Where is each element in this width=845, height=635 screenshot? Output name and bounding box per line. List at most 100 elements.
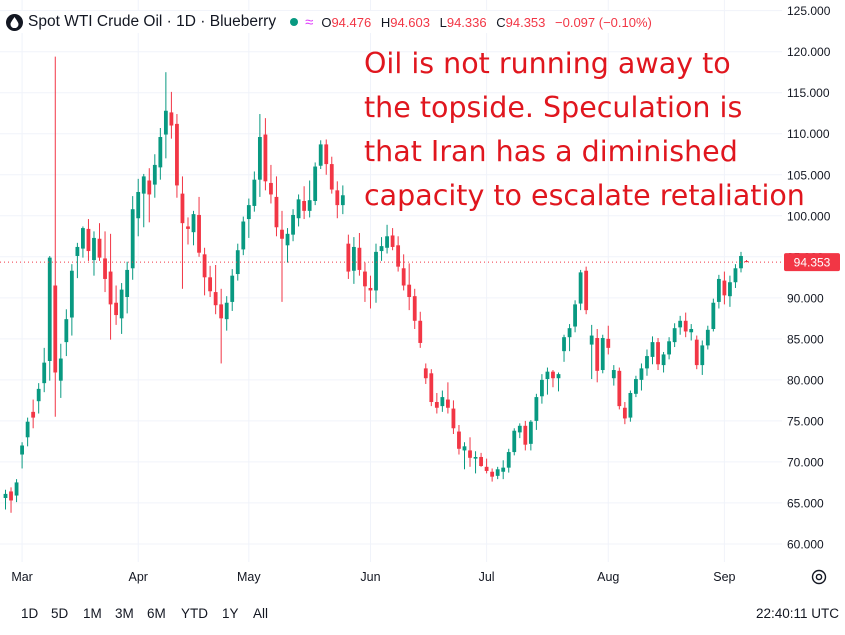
utc-clock[interactable]: 22:40:11 UTC xyxy=(755,606,839,621)
candle-body xyxy=(335,190,340,206)
candle-body xyxy=(318,144,323,166)
wave-icon: ≈ xyxy=(305,13,314,31)
candle-body xyxy=(58,358,63,381)
candle-body xyxy=(678,320,683,328)
candle-body xyxy=(219,304,224,319)
candle-body xyxy=(368,287,373,291)
candle-body xyxy=(152,164,157,185)
settings-icon[interactable] xyxy=(810,568,828,586)
candle-body xyxy=(224,302,229,320)
candle-body xyxy=(622,407,627,419)
candle-body xyxy=(401,268,406,286)
candle-body xyxy=(540,379,544,397)
candle-body xyxy=(562,337,566,352)
candle-body xyxy=(208,277,213,292)
candle-body xyxy=(744,261,749,263)
candle-body xyxy=(246,205,251,220)
chart-annotation: Oil is not running away to the topside. … xyxy=(364,42,824,218)
candle-body xyxy=(230,275,235,302)
candle-body xyxy=(716,278,721,302)
candle-body xyxy=(97,238,102,258)
y-tick-label: 110.000 xyxy=(787,127,830,141)
candle-body xyxy=(280,229,284,239)
y-tick-label: 70.000 xyxy=(787,455,824,469)
range-button-all[interactable]: All xyxy=(253,606,269,621)
candle-body xyxy=(313,166,318,202)
open-label: O xyxy=(321,14,332,30)
candle-body xyxy=(291,214,295,235)
candle-body xyxy=(645,356,649,369)
candle-body xyxy=(186,226,190,229)
candle-body xyxy=(440,397,445,407)
candle-body xyxy=(47,257,52,361)
candle-body xyxy=(158,137,163,168)
x-tick-label: Jul xyxy=(479,570,495,584)
candle-body xyxy=(274,196,279,228)
candle-body xyxy=(125,269,130,297)
candle-body xyxy=(324,144,329,165)
candle-body xyxy=(672,328,677,343)
candle-body xyxy=(241,221,246,250)
candle-body xyxy=(252,179,257,206)
candle-body xyxy=(42,362,47,384)
candle-body xyxy=(329,164,334,190)
close-label: C xyxy=(496,14,506,30)
high-label: H xyxy=(380,14,391,30)
candle-body xyxy=(656,342,660,365)
range-button-6m[interactable]: 6M xyxy=(147,606,166,621)
candle-body xyxy=(683,320,688,332)
range-button-3m[interactable]: 3M xyxy=(115,606,134,621)
price-chart[interactable]: 125.000 120.000 115.000 110.000 105.000 100.0… xyxy=(0,0,845,597)
range-button-5d[interactable]: 5D xyxy=(51,606,69,621)
annotation-line: Oil is not running away to xyxy=(364,47,731,80)
candle-body xyxy=(468,450,472,458)
candle-body xyxy=(175,123,179,186)
candle-body xyxy=(479,456,483,467)
candle-body xyxy=(661,354,666,366)
candle-body xyxy=(307,200,312,211)
range-button-1d[interactable]: 1D xyxy=(21,606,39,621)
candle-body xyxy=(340,195,345,206)
candle-body xyxy=(700,345,705,366)
candle-body xyxy=(75,246,80,256)
candle-body xyxy=(374,251,378,291)
y-tick-label: 60.000 xyxy=(787,537,824,551)
candle-body xyxy=(69,270,74,318)
range-button-ytd[interactable]: YTD xyxy=(181,606,208,621)
candle-body xyxy=(551,371,555,379)
candle-body xyxy=(534,397,539,421)
y-tick-label: 85.000 xyxy=(787,332,824,346)
low-label: L xyxy=(439,14,447,30)
candle-body xyxy=(484,466,489,471)
candle-body xyxy=(545,371,550,380)
annotation-line: that Iran has a diminished xyxy=(364,135,738,168)
candle-body xyxy=(556,374,561,379)
candle-body xyxy=(9,491,13,501)
candle-body xyxy=(141,176,146,194)
candle-body xyxy=(86,228,91,252)
candle-body xyxy=(180,193,185,224)
range-button-1y[interactable]: 1Y xyxy=(222,606,239,621)
candle-body xyxy=(600,338,605,371)
candle-body xyxy=(689,328,694,333)
drop-icon xyxy=(6,13,23,31)
candle-body xyxy=(64,319,69,343)
candle-body xyxy=(728,282,732,297)
x-tick-label: Sep xyxy=(713,570,735,584)
candle-body xyxy=(490,471,495,477)
x-tick-label: Mar xyxy=(11,570,33,584)
last-price-badge xyxy=(784,253,840,272)
candle-body xyxy=(169,112,174,126)
y-tick-label: 125.000 xyxy=(787,4,831,18)
range-button-1m[interactable]: 1M xyxy=(83,606,102,621)
candle-body xyxy=(639,368,644,380)
candle-body xyxy=(351,246,356,271)
candle-body xyxy=(429,373,434,403)
candle-body xyxy=(302,201,307,211)
candle-body xyxy=(501,467,506,472)
candle-body xyxy=(213,292,218,306)
candle-body xyxy=(567,328,572,338)
candle-body xyxy=(733,268,738,283)
symbol-title[interactable]: Spot WTI Crude Oil · 1D · Blueberry xyxy=(28,13,277,30)
candle-body xyxy=(634,379,638,394)
